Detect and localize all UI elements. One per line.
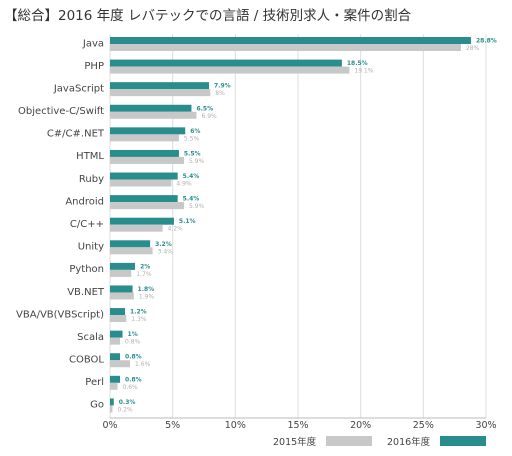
bar-2015 [110, 405, 113, 413]
data-label-2015: 4.2% [168, 226, 184, 233]
bar-2015 [110, 247, 153, 255]
category-label: C#/C#.NET [47, 129, 105, 140]
category-label: Scala [77, 332, 104, 343]
bar-2016 [110, 262, 136, 270]
bar-2015 [110, 111, 197, 119]
x-tick-label: 25% [413, 420, 434, 431]
data-label-2016: 1% [128, 331, 138, 338]
category-label: Java [82, 38, 104, 49]
bar-2016 [110, 353, 121, 361]
bar-2016 [110, 285, 133, 293]
category-label: Python [69, 264, 104, 275]
legend-swatch [326, 436, 372, 446]
data-label-2016: 0.8% [125, 354, 142, 361]
bar-2016 [110, 217, 174, 225]
category-label: Perl [85, 377, 104, 388]
bar-2015 [110, 360, 131, 368]
bar-2015 [110, 156, 184, 164]
category-label: JavaScript [53, 83, 104, 94]
data-label-2015: 0.8% [125, 339, 141, 346]
data-label-2016: 6% [190, 128, 200, 135]
bar-2016 [110, 82, 210, 90]
data-label-2016: 0.8% [125, 376, 142, 383]
data-label-2015: 5.9% [189, 158, 205, 165]
category-label: COBOL [69, 355, 104, 366]
bar-2015 [110, 292, 134, 300]
bar-2015 [110, 134, 179, 142]
data-label-2016: 5.4% [183, 196, 200, 203]
bar-2016 [110, 37, 471, 44]
data-label-2016: 1.8% [138, 286, 155, 293]
data-label-2015: 3.4% [158, 248, 174, 255]
data-label-2015: 6.9% [201, 113, 217, 120]
bar-2015 [110, 179, 172, 187]
x-tick-label: 0% [102, 420, 117, 431]
bar-2015 [110, 44, 461, 51]
data-label-2015: 1.6% [135, 361, 151, 368]
data-label-2015: 1.7% [136, 271, 152, 278]
bar-2016 [110, 398, 114, 406]
data-label-2016: 5.5% [184, 150, 201, 157]
data-label-2015: 0.2% [118, 406, 134, 413]
data-label-2015: 5.9% [189, 203, 205, 210]
data-label-2016: 5.1% [179, 218, 196, 225]
data-label-2016: 3.2% [155, 241, 172, 248]
data-label-2016: 0.3% [119, 399, 136, 406]
bar-2015 [110, 382, 118, 390]
category-label: C/C++ [70, 219, 104, 230]
legend-label: 2015年度 [273, 436, 317, 448]
category-label: VBA/VB(VBScript) [16, 309, 104, 320]
category-label: Unity [78, 242, 104, 253]
category-label: Ruby [79, 174, 104, 185]
data-label-2015: 28% [466, 45, 480, 52]
x-tick-label: 20% [350, 420, 371, 431]
data-label-2016: 5.4% [183, 173, 200, 180]
data-label-2015: 4.9% [176, 181, 192, 188]
bar-2015 [110, 315, 127, 323]
bar-2015 [110, 202, 184, 210]
bar-2015 [110, 337, 121, 345]
bar-2015 [110, 224, 163, 232]
bar-2015 [110, 89, 211, 97]
data-label-2016: 2% [140, 263, 150, 270]
data-label-2016: 28.8% [476, 38, 497, 45]
legend-label: 2016年度 [387, 436, 431, 448]
x-tick-label: 5% [165, 420, 180, 431]
category-label: HTML [76, 151, 104, 162]
data-label-2015: 1.3% [131, 316, 147, 323]
bar-2016 [110, 127, 186, 135]
data-label-2016: 1.2% [130, 309, 147, 316]
bar-2015 [110, 269, 132, 277]
bar-2016 [110, 59, 342, 67]
bar-2015 [110, 66, 350, 74]
category-label: Objective-C/Swift [18, 106, 104, 117]
category-label: Go [90, 400, 104, 411]
bar-2016 [110, 240, 151, 248]
data-label-2015: 1.9% [139, 293, 155, 300]
data-label-2015: 8% [215, 90, 225, 97]
x-tick-label: 30% [475, 420, 496, 431]
data-label-2015: 19.1% [354, 68, 373, 75]
bar-2016 [110, 330, 123, 338]
bar-2016 [110, 308, 126, 316]
legend-swatch [440, 436, 486, 446]
x-tick-label: 10% [225, 420, 246, 431]
category-label: Android [65, 196, 104, 207]
data-label-2016: 7.9% [214, 83, 231, 90]
category-label: PHP [84, 61, 104, 72]
bar-2016 [110, 195, 178, 203]
bar-2016 [110, 104, 192, 112]
x-tick-label: 15% [287, 420, 308, 431]
bar-2016 [110, 375, 121, 383]
data-label-2016: 18.5% [347, 60, 368, 67]
data-label-2015: 0.6% [123, 384, 139, 391]
bar-2016 [110, 172, 178, 180]
bar-2016 [110, 149, 179, 157]
data-label-2016: 6.5% [196, 105, 213, 112]
chart-title: 【総合】2016 年度 レバテックでの言語 / 技術別求人・案件の割合 [4, 8, 412, 24]
category-label: VB.NET [67, 287, 105, 298]
data-label-2015: 5.5% [184, 135, 200, 142]
